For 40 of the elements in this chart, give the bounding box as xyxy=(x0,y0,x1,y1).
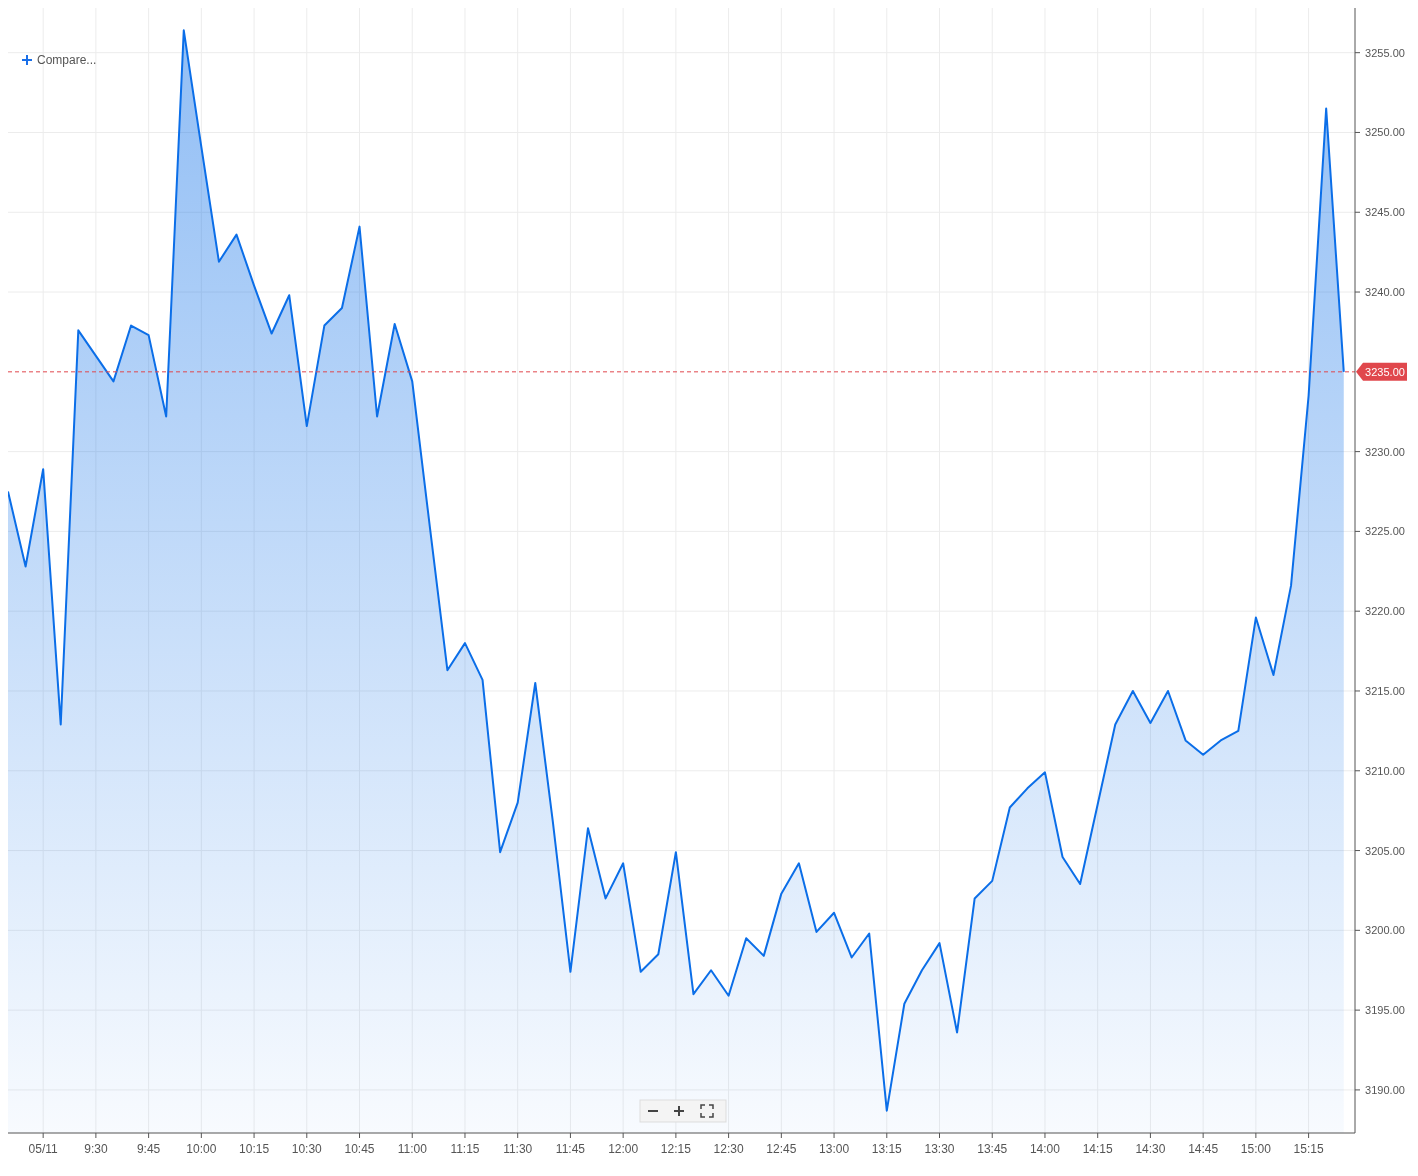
x-tick-label: 15:00 xyxy=(1240,1142,1272,1156)
ref-line-label: 3235.00 xyxy=(1365,365,1405,378)
x-tick-label: 12:30 xyxy=(713,1142,744,1156)
x-tick-label: 11:30 xyxy=(503,1142,533,1156)
y-tick-label: 3210.00 xyxy=(1365,764,1405,777)
y-tick-label: 3240.00 xyxy=(1365,286,1405,299)
x-tick-label: 14:45 xyxy=(1188,1142,1219,1156)
x-tick-label: 10:45 xyxy=(344,1142,375,1156)
x-tick-label: 10:15 xyxy=(239,1142,270,1156)
y-tick-label: 3195.00 xyxy=(1365,1004,1405,1017)
x-tick-label: 12:00 xyxy=(608,1142,639,1156)
x-tick-label: 10:30 xyxy=(291,1142,323,1156)
y-tick-label: 3245.00 xyxy=(1365,206,1405,219)
y-tick-label: 3215.00 xyxy=(1365,684,1405,697)
x-tick-label: 14:30 xyxy=(1135,1142,1166,1156)
x-tick-label: 9:30 xyxy=(84,1142,108,1156)
x-tick-label: 11:15 xyxy=(450,1142,480,1156)
x-tick-label: 13:00 xyxy=(819,1142,850,1156)
x-tick-label: 13:30 xyxy=(924,1142,955,1156)
y-tick-label: 3230.00 xyxy=(1365,445,1405,458)
x-tick-label: 11:00 xyxy=(397,1142,428,1156)
y-tick-label: 3190.00 xyxy=(1365,1083,1405,1096)
y-tick-label: 3220.00 xyxy=(1365,605,1405,618)
x-tick-label: 12:45 xyxy=(766,1142,797,1156)
y-tick-label: 3225.00 xyxy=(1365,525,1405,538)
y-tick-label: 3200.00 xyxy=(1365,924,1405,937)
x-tick-label: 9:45 xyxy=(136,1142,161,1156)
annotation: Compare... xyxy=(37,53,97,67)
x-tick-label: 14:15 xyxy=(1082,1142,1114,1156)
y-tick-label: 3250.00 xyxy=(1365,126,1405,139)
y-tick-label: 3205.00 xyxy=(1365,844,1405,857)
x-tick-label: 10:00 xyxy=(186,1142,217,1156)
x-tick-label: 12:15 xyxy=(660,1142,692,1156)
x-tick-label: 14:00 xyxy=(1029,1142,1061,1156)
x-tick-label: 13:45 xyxy=(977,1142,1008,1156)
x-tick-label: 15:15 xyxy=(1293,1142,1324,1156)
y-tick-label: 3255.00 xyxy=(1365,46,1405,59)
x-tick-label: 11:45 xyxy=(555,1142,586,1156)
x-tick-label: 05/11 xyxy=(28,1142,59,1156)
x-tick-label: 13:15 xyxy=(871,1142,903,1156)
